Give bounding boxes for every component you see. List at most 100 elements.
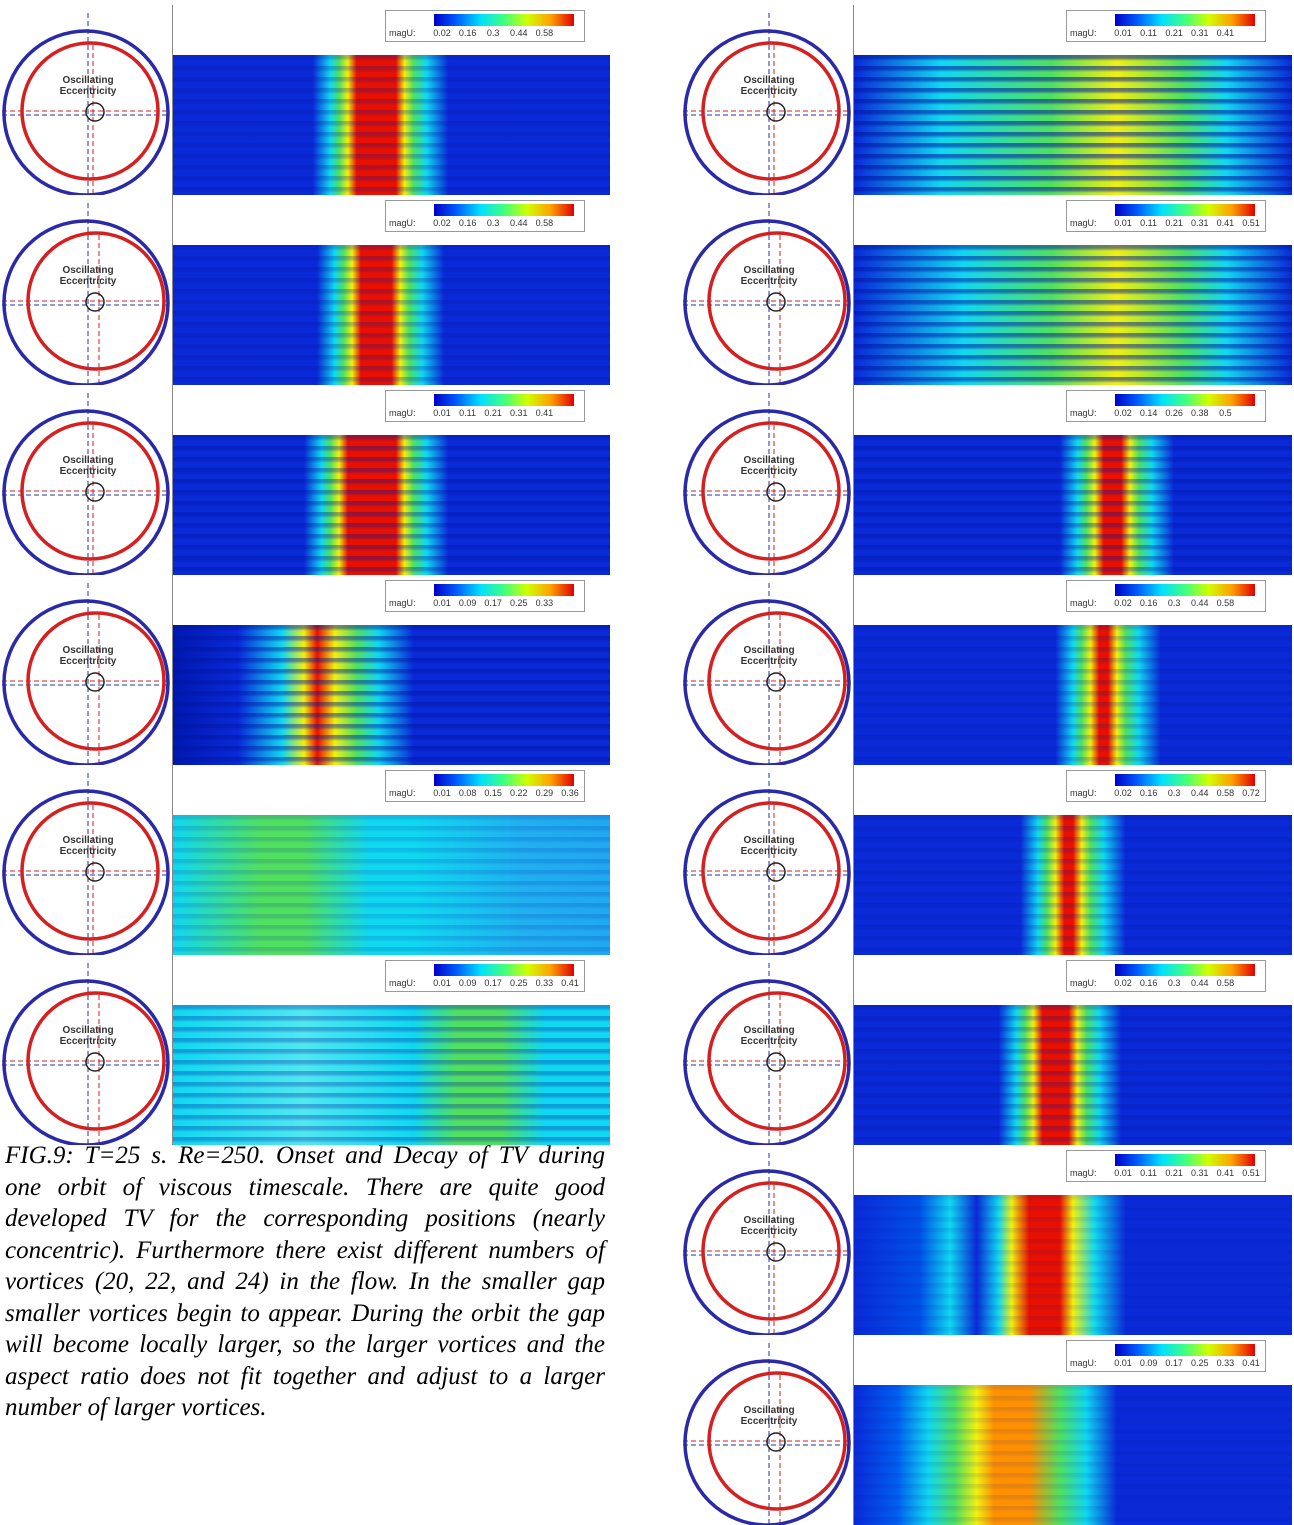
diagram-label: Oscillating <box>62 835 113 846</box>
colorbar-tick-label: 0.25 <box>510 978 528 988</box>
colorbar-tick-label: 0.41 <box>1242 1358 1260 1368</box>
colorbar-label: magU: <box>1070 598 1097 608</box>
diagram-label: Oscillating <box>743 265 794 276</box>
diagram-label: Eccentricity <box>741 1226 798 1237</box>
colorbar-tick-label: 0.01 <box>1114 28 1132 38</box>
colorbar: magU:0.020.160.30.440.58 <box>1066 960 1266 992</box>
velocity-contour <box>854 625 1292 765</box>
velocity-contour <box>854 245 1292 385</box>
orbit-circle <box>767 1243 785 1261</box>
colorbar-tick-label: 0.51 <box>1242 218 1260 228</box>
diagram-label: Oscillating <box>743 1405 794 1416</box>
colorbar-tick-label: 0.11 <box>1140 1168 1157 1178</box>
diagram-label: Oscillating <box>62 265 113 276</box>
colorbar-gradient <box>1115 774 1255 786</box>
colorbar-tick-label: 0.31 <box>1191 28 1209 38</box>
vortex-stripes <box>173 435 610 575</box>
colorbar-gradient <box>434 964 574 976</box>
vortex-stripes <box>854 1005 1292 1145</box>
velocity-contour <box>854 55 1292 195</box>
colorbar-tick-label: 0.41 <box>1217 28 1235 38</box>
colorbar-gradient <box>434 584 574 596</box>
colorbar-tick-label: 0.02 <box>1114 598 1132 608</box>
colorbar: magU: 0.01 0.11 0.21 0.31 0.41 <box>1066 10 1266 42</box>
inner-cylinder <box>709 993 845 1129</box>
colorbar-tick-label: 0.31 <box>1191 1168 1209 1178</box>
colorbar-label: magU: <box>389 408 416 418</box>
colorbar-tick-label: 0.16 <box>1140 598 1158 608</box>
colorbar-tick-label: 0.72 <box>1242 788 1260 798</box>
diagram-label: Oscillating <box>743 75 794 86</box>
colorbar-label: magU: <box>1070 28 1097 38</box>
colorbar-tick-label: 0.11 <box>459 408 476 418</box>
colorbar-tick-label: 0.14 <box>1140 408 1158 418</box>
diagram-label: Eccentricity <box>60 1036 117 1047</box>
colorbar-tick-label: 0.11 <box>1140 218 1157 228</box>
vortex-stripes <box>854 245 1292 385</box>
page: {"figure": { "left_panels": [ {"diagram_… <box>0 0 1294 1522</box>
orbit-circle <box>767 863 785 881</box>
vortex-stripes <box>173 245 610 385</box>
colorbar: magU:0.020.140.260.380.5 <box>1066 390 1266 422</box>
colorbar-tick-label: 0.21 <box>484 408 502 418</box>
diagram-label: Oscillating <box>743 835 794 846</box>
colorbar-tick-label: 0.38 <box>1191 408 1209 418</box>
colorbar-label: magU: <box>389 788 416 798</box>
colorbar-tick-label: 0.3 <box>1168 788 1181 798</box>
colorbar-tick-label: 0.21 <box>1165 28 1183 38</box>
colorbar-tick-label: 0.16 <box>1140 978 1158 988</box>
colorbar-tick-label: 0.01 <box>433 788 451 798</box>
colorbar: magU:0.010.090.170.250.330.41 <box>385 960 585 992</box>
diagram-label: Eccentricity <box>741 1416 798 1427</box>
colorbar-tick-label: 0.58 <box>536 218 554 228</box>
velocity-contour <box>173 435 610 575</box>
diagram-label: Eccentricity <box>60 466 117 477</box>
eccentricity-diagram: OscillatingEccentricity <box>681 1145 853 1335</box>
eccentricity-diagram: OscillatingEccentricity <box>681 1335 853 1525</box>
velocity-contour <box>854 1005 1292 1145</box>
orbit-circle <box>86 293 104 311</box>
colorbar-tick-label: 0.11 <box>1140 28 1157 38</box>
orbit-circle <box>767 293 785 311</box>
eccentricity-diagram: OscillatingEccentricity <box>681 575 853 765</box>
vortex-stripes <box>854 435 1292 575</box>
colorbar-tick-label: 0.58 <box>1217 788 1235 798</box>
colorbar-label: magU: <box>1070 978 1097 988</box>
colorbar-tick-label: 0.25 <box>1191 1358 1209 1368</box>
orbit-circle <box>86 1053 104 1071</box>
colorbar-tick-label: 0.3 <box>487 218 500 228</box>
colorbar-tick-label: 0.21 <box>1165 218 1183 228</box>
diagram-label: Oscillating <box>743 1215 794 1226</box>
eccentricity-diagram: OscillatingEccentricity <box>681 955 853 1145</box>
velocity-contour <box>854 1195 1292 1335</box>
vortex-stripes <box>854 625 1292 765</box>
inner-cylinder <box>28 613 164 749</box>
orbit-circle <box>767 483 785 501</box>
colorbar-tick-label: 0.44 <box>510 218 528 228</box>
colorbar-tick-label: 0.3 <box>487 28 500 38</box>
velocity-contour <box>173 245 610 385</box>
orbit-circle <box>86 483 104 501</box>
orbit-circle <box>86 673 104 691</box>
vortex-stripes <box>854 55 1292 195</box>
colorbar-tick-label: 0.02 <box>1114 788 1132 798</box>
colorbar-label: magU: <box>1070 788 1097 798</box>
diagram-label: Eccentricity <box>741 86 798 97</box>
diagram-label: Eccentricity <box>741 656 798 667</box>
orbit-circle <box>767 1053 785 1071</box>
vortex-stripes <box>173 625 610 765</box>
colorbar-tick-label: 0.44 <box>1191 978 1209 988</box>
orbit-circle <box>767 673 785 691</box>
colorbar-tick-label: 0.58 <box>1217 598 1235 608</box>
colorbar-tick-label: 0.3 <box>1168 978 1181 988</box>
colorbar-gradient <box>434 204 574 216</box>
colorbar-tick-label: 0.29 <box>536 788 554 798</box>
velocity-contour <box>173 625 610 765</box>
diagram-label: Oscillating <box>62 1025 113 1036</box>
diagram-label: Eccentricity <box>741 276 798 287</box>
colorbar: magU:0.010.110.210.310.410.51 <box>1066 200 1266 232</box>
